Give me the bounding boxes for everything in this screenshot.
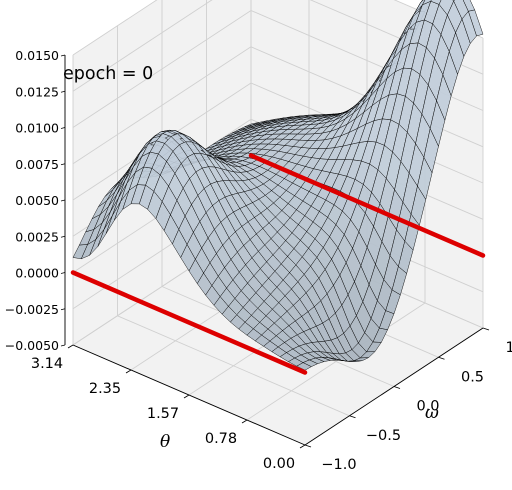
z-tick-mark (60, 235, 66, 238)
x-tick-mark (241, 419, 248, 424)
z-tick-label: −0.0050 (5, 338, 59, 353)
z-tick-label: 0.0075 (15, 157, 59, 172)
surface-cell (468, 9, 484, 37)
z-tick-label: −0.0025 (5, 302, 59, 317)
x-tick-mark (183, 394, 190, 399)
z-tick-mark (60, 127, 66, 129)
surface-cell (422, 0, 432, 6)
z-tick-mark (60, 344, 66, 347)
y-tick-mark (304, 444, 312, 448)
z-tick-label: 0.0125 (15, 84, 59, 99)
epoch-annotation: epoch = 0 (63, 64, 153, 84)
x-tick-mark (299, 444, 306, 449)
x-tick-mark (67, 344, 74, 349)
tick-labels: 3.14 2.35 1.57 0.78 0.00 −1.0 −0.5 0.0 0.5 1.0 −0.… (5, 48, 512, 473)
x-axis-label: θ (160, 432, 170, 452)
z-tick-label: 0.0150 (15, 48, 59, 63)
y-tick-label: 1.0 (505, 340, 512, 356)
z-tick-mark (60, 54, 66, 57)
z-tick-label: 0.0050 (15, 193, 59, 208)
y-tick-label: 0.5 (461, 369, 484, 385)
surface-mesh (72, 0, 484, 371)
z-tick-label: 0.0000 (15, 266, 59, 281)
boundary-omega-max (248, 153, 486, 258)
x-tick-label: 3.14 (31, 356, 63, 372)
y-tick-label: −1.0 (321, 457, 356, 473)
boundary-omega-min (70, 270, 308, 375)
x-tick-label: 0.00 (263, 456, 295, 472)
y-tick-mark (482, 327, 490, 331)
y-tick-mark (393, 386, 401, 389)
x-tick-label: 2.35 (89, 381, 121, 397)
z-tick-label: 0.0025 (15, 229, 59, 244)
x-tick-mark (125, 369, 132, 374)
x-tick-label: 0.78 (205, 431, 237, 447)
z-tick-mark (60, 90, 66, 93)
grid-z (72, 0, 484, 56)
z-tick-mark (60, 308, 66, 311)
z-tick-mark (60, 272, 66, 274)
z-tick-mark (60, 199, 66, 202)
y-axis-label: ω (425, 403, 439, 423)
z-tick-mark (60, 163, 66, 166)
y-tick-label: −0.5 (366, 428, 401, 444)
y-tick-label: 0.0 (416, 399, 439, 415)
boundary-lines (70, 153, 486, 375)
y-tick-mark (438, 356, 445, 360)
x-tick-label: 1.57 (147, 406, 179, 422)
surface-cell (420, 0, 424, 3)
z-tick-label: 0.0100 (15, 121, 59, 136)
surface-cell (430, 0, 442, 5)
y-tick-mark (349, 415, 356, 419)
